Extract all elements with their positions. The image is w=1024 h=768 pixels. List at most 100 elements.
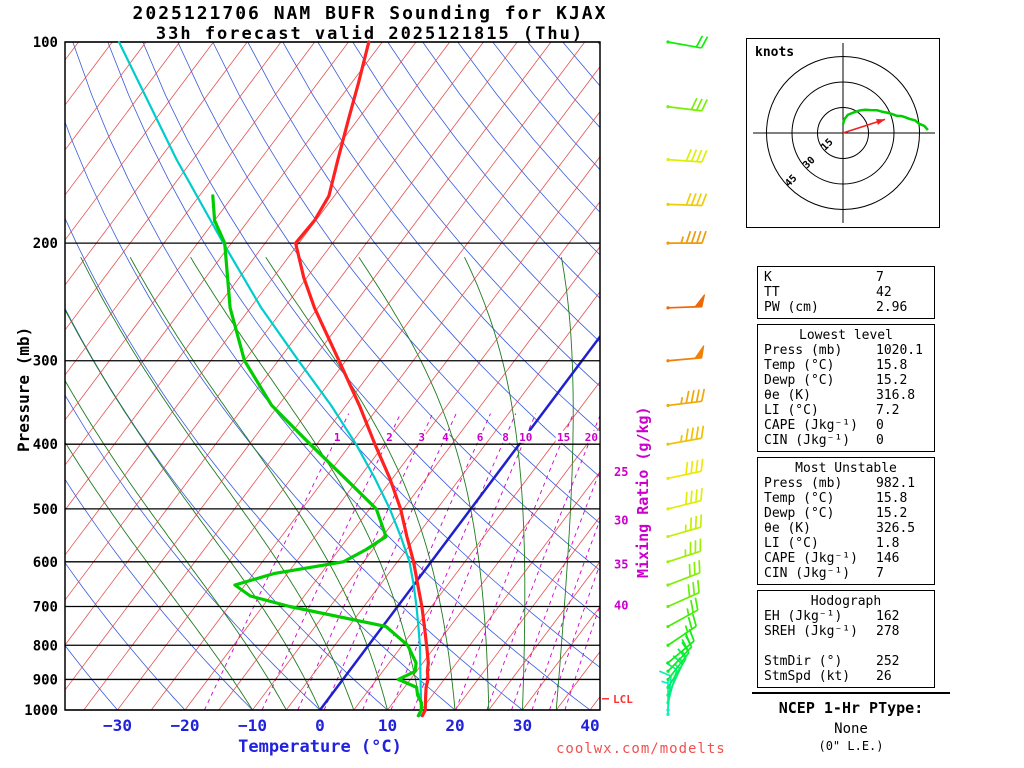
stat-label: CIN (Jkg⁻¹) [764,433,851,448]
ptype-title: NCEP 1-Hr PType: [778,699,924,717]
wind-barb [666,345,705,363]
isotherm-line [252,245,600,710]
wind-barb [666,35,709,49]
stat-value: 252 [876,654,900,669]
stat-label: K [764,270,772,285]
stat-value: 7 [876,566,884,581]
isotherm-line [65,42,383,466]
stat-label: θe (K) [764,521,811,536]
temperature-axis-label: Temperature (°C) [238,737,402,757]
stat-row: CAPE (Jkg⁻¹) 0 [764,418,928,433]
stat-label: CAPE (Jkg⁻¹) [764,418,858,433]
stat-row: Temp (°C) 15.8 [764,358,928,373]
chart-title: 2025121706 NAM BUFR Sounding for KJAX 33… [90,3,650,44]
stat-label: TT [764,285,780,300]
stat-value: 1020.1 [876,343,923,358]
isotherm-line [65,42,316,376]
mixing-ratio-label: 4 [442,431,449,444]
wind-barb [666,538,702,564]
parcel-trace-line [117,40,423,717]
isotherm-line [420,471,600,710]
stat-value: 1.8 [876,536,900,551]
zero-isotherm-line [319,334,600,710]
hodo-ring-label: 45 [783,173,799,189]
wind-barb [666,580,700,609]
stat-row: Dewp (°C) 15.2 [764,506,928,521]
stat-value: 982.1 [876,476,916,491]
stat-row: θe (K) 326.5 [764,521,928,536]
stat-value: 7.2 [876,403,900,418]
pressure-tick-label: 700 [33,600,58,616]
stat-label: EH (Jkg⁻¹) [764,609,843,624]
isotherm-line [65,42,552,691]
mixing-ratio-labels: 1 2 3 4 6 8 10 15 20 25 30 35 40 [333,430,628,613]
pressure-tick-label: 900 [33,672,58,688]
temp-tick-label: 30 [513,716,532,735]
stat-row: SREH (Jkg⁻¹) 278 [764,624,928,639]
stats-box-title: Most Unstable [795,461,897,476]
stats-box: Lowest level Press (mb) 1020.1 Temp (°C) 15.… [757,324,935,452]
hodograph-trace [841,108,929,131]
pressure-tick-label: 500 [33,502,58,518]
isotherm-line [65,42,181,196]
wind-barb [666,192,708,207]
ptype-note: (0" L.E.) [818,739,884,753]
mixing-ratio-label: 8 [502,431,509,444]
mixing-ratio-label: 6 [477,431,484,444]
stat-label: θe (K) [764,388,811,403]
mixing-ratio-label: 2 [386,431,393,444]
isotherm-line [65,42,417,511]
stat-row [764,639,928,654]
stat-label: SREH (Jkg⁻¹) [764,624,858,639]
isotherm-line [65,42,451,556]
isotherm-line [353,381,600,710]
temp-tick-label: −30 [103,716,132,735]
title-line2: 33h forecast valid 2025121815 (Thu) [155,24,585,44]
isotherm-line [184,155,600,710]
stat-value: 15.8 [876,358,908,373]
mixing-ratio-label: 40 [614,599,628,613]
stat-label: CAPE (Jkg⁻¹) [764,551,858,566]
mixing-ratio-label: 10 [519,431,532,444]
isotherm-lines [0,42,600,710]
dry-adiabat-lines [65,42,600,710]
isotherm-line [454,516,600,710]
ptype-block: NCEP 1-Hr PType: None (0" L.E.) [752,692,950,753]
knots-label: knots [755,45,794,60]
stat-label: PW (cm) [764,300,819,315]
storm-motion-arrowhead [876,119,886,125]
pressure-tick-label: 800 [33,638,58,654]
hodo-ring-label: 15 [819,137,835,153]
stat-row: Dewp (°C) 15.2 [764,373,928,388]
hodo-ring [791,81,895,185]
stats-box: Most Unstable Press (mb) 982.1 Temp (°C) 15.… [757,457,935,585]
title-line1: 2025121706 NAM BUFR Sounding for KJAX [132,3,608,24]
stat-label: StmSpd (kt) [764,669,851,684]
pressure-tick-label: 300 [33,354,58,370]
mixing-ratio-label: 1 [334,431,341,444]
stat-row: CAPE (Jkg⁻¹) 146 [764,551,928,566]
wind-barb [666,388,706,408]
wind-barb-column [659,35,709,716]
temperature-profile-line [294,40,430,718]
pressure-axis-label: Pressure (mb) [14,326,33,452]
wind-barb [666,514,703,539]
pressure-tick-label: 200 [33,236,58,252]
isotherm-line [65,42,282,331]
moist-adiabat-lines [65,256,574,710]
stat-label [764,639,876,654]
wind-barb [666,230,707,245]
wind-barb [666,488,703,511]
stat-label: Press (mb) [764,343,843,358]
stat-value: 15.2 [876,506,908,521]
wind-barb [666,425,705,446]
isotherm-line [65,42,518,646]
isotherm-line [83,42,586,710]
isotherm-line [0,42,11,710]
stat-row: StmSpd (kt) 26 [764,669,928,684]
mixing-ratio-label: 15 [557,431,570,444]
mixing-ratio-label: 3 [418,431,425,444]
